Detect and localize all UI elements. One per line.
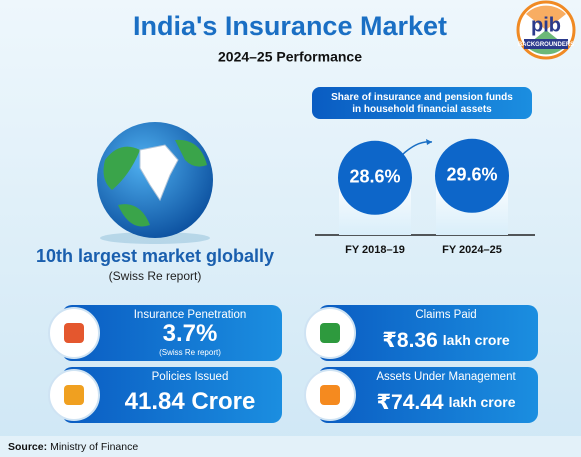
land [103, 146, 140, 190]
land [118, 204, 150, 227]
card [318, 367, 538, 423]
x-tick-label: FY 2024–25 [442, 244, 502, 256]
x-tick-label: FY 2018–19 [345, 244, 405, 256]
source: Source: Ministry of Finance [8, 441, 138, 453]
card-label: Claims Paid [415, 309, 476, 321]
value-label: 29.6% [446, 165, 497, 185]
logo-saffron [526, 5, 566, 31]
source-label: Source: [8, 441, 47, 453]
chart-header: Share of insurance and pension funds in h… [312, 87, 532, 119]
card-icon-glyph [320, 385, 340, 405]
card [62, 367, 282, 423]
card-value-number: ₹74.44 [376, 391, 443, 414]
card-value: 41.84 Crore [125, 388, 256, 415]
card-value-number: ₹8.36 [382, 329, 437, 352]
logo-subtext: BACKGROUNDERS [518, 42, 574, 48]
card-label: Assets Under Management [376, 371, 516, 383]
card-value: ₹8.36 lakh crore [382, 329, 510, 352]
logo-text: pib [531, 14, 561, 36]
footer-band [0, 436, 581, 457]
card [318, 305, 538, 361]
land [175, 139, 207, 167]
india-map [139, 144, 179, 202]
logo: pib BACKGROUNDERS [516, 0, 576, 60]
card-note: (Swiss Re report) [159, 348, 221, 357]
value-label: 28.6% [349, 167, 400, 187]
card-value-unit: lakh crore [443, 332, 510, 348]
bar-cap [338, 140, 412, 215]
card-value-unit: lakh crore [449, 394, 516, 410]
bar-cap [435, 138, 509, 213]
card [62, 305, 282, 361]
logo-band [524, 39, 568, 49]
card-value-number: 3.7% [163, 320, 218, 347]
title: India's Insurance Market [133, 11, 447, 41]
card-label: Insurance Penetration [134, 309, 247, 321]
card-icon-glyph [64, 385, 84, 405]
card-value-number: 41.84 Crore [125, 388, 256, 415]
globe [97, 122, 213, 244]
chart-title: Share of insurance and pension funds in h… [331, 92, 513, 115]
chart: 28.6% FY 2018–19 29.6% FY 2024–25 [338, 138, 509, 256]
card-icon-glyph [320, 323, 340, 343]
card-value: 3.7% [163, 320, 218, 347]
chart-header-box [312, 87, 532, 119]
ranking-note: (Swiss Re report) [109, 269, 202, 283]
card-value: ₹74.44 lakh crore [376, 391, 515, 414]
card-icon-glyph [64, 323, 84, 343]
trend-arrowhead [426, 139, 432, 145]
subtitle: 2024–25 Performance [218, 49, 362, 65]
card-label: Policies Issued [152, 371, 229, 383]
source-text: Ministry of Finance [50, 441, 138, 453]
ranking-headline: 10th largest market globally [36, 246, 274, 266]
